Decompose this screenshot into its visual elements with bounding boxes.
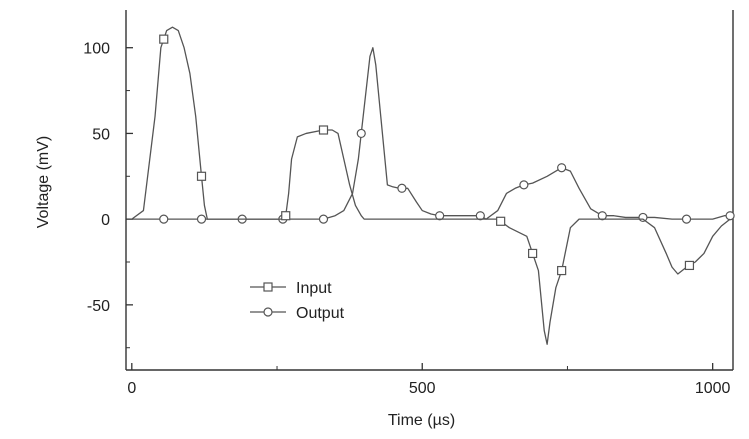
legend-label: Input — [296, 280, 332, 297]
data-point-output — [638, 212, 648, 223]
axes — [125, 10, 734, 371]
data-point-input — [496, 216, 506, 226]
data-point-input — [196, 171, 207, 181]
data-point-output — [557, 163, 567, 173]
series-line-input — [131, 26, 731, 345]
x-tick-label: 500 — [409, 380, 436, 397]
y-tick-label: 50 — [92, 126, 110, 143]
data-point-output — [397, 183, 407, 193]
legend-item-input: Input — [250, 280, 332, 297]
legend-label: Output — [296, 305, 345, 322]
data-point-output — [159, 214, 169, 224]
data-point-input — [557, 265, 567, 276]
series-output — [131, 47, 735, 224]
series — [131, 26, 735, 345]
series-line-output — [131, 47, 733, 220]
legend-marker — [263, 282, 273, 292]
x-tick-label: 0 — [127, 380, 136, 397]
x-axis-label: Time (µs) — [388, 412, 455, 429]
y-axis-label: Voltage (mV) — [35, 136, 52, 228]
data-point-input — [528, 248, 538, 259]
legend: Input Output — [250, 280, 345, 322]
series-input — [131, 26, 731, 345]
y-tick-label: -50 — [87, 298, 110, 315]
data-point-output — [519, 180, 529, 190]
data-point-input — [318, 125, 329, 135]
data-point-input — [684, 260, 695, 271]
legend-marker — [263, 307, 273, 317]
y-tick-label: 0 — [101, 212, 110, 229]
data-point-output — [356, 128, 366, 139]
data-point-input — [281, 211, 291, 221]
data-point-output — [681, 214, 692, 224]
data-point-output — [196, 214, 207, 224]
data-point-input — [159, 34, 169, 44]
legend-item-output: Output — [250, 305, 345, 322]
data-point-output — [725, 211, 735, 221]
data-point-output — [318, 214, 329, 224]
y-tick-label: 100 — [83, 41, 110, 58]
x-tick-label: 1000 — [695, 380, 731, 397]
